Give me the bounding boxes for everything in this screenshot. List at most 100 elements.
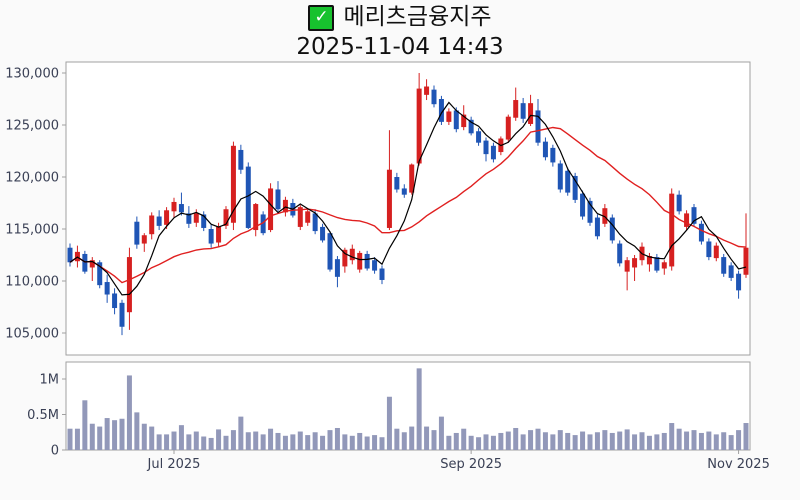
candle-body bbox=[141, 235, 147, 244]
candle-body bbox=[461, 114, 467, 128]
chart-datetime: 2025-11-04 14:43 bbox=[296, 34, 504, 60]
candle-body bbox=[691, 207, 697, 224]
candle-body bbox=[305, 211, 311, 223]
svg-text:115,000: 115,000 bbox=[5, 223, 59, 238]
candle-body bbox=[89, 260, 95, 268]
volume-bar bbox=[468, 435, 474, 450]
volume-bar bbox=[557, 430, 563, 450]
volume-bar bbox=[609, 432, 615, 450]
candle-body bbox=[542, 141, 548, 158]
candle-body bbox=[505, 116, 511, 140]
volume-bar bbox=[490, 435, 496, 450]
volume-bar bbox=[208, 437, 214, 450]
ma-short-line bbox=[69, 101, 747, 296]
candle-body bbox=[171, 201, 177, 212]
volume-bar bbox=[342, 434, 348, 450]
candle-body bbox=[706, 241, 712, 258]
svg-text:Sep 2025: Sep 2025 bbox=[440, 457, 502, 472]
svg-text:110,000: 110,000 bbox=[5, 275, 59, 290]
volume-bar bbox=[550, 434, 556, 450]
volume-bar bbox=[706, 431, 712, 450]
volume-bar bbox=[401, 432, 407, 450]
volume-bar bbox=[676, 428, 682, 450]
candle-body bbox=[721, 257, 727, 274]
volume-bar bbox=[624, 429, 630, 450]
volume-bar bbox=[669, 423, 675, 450]
candle-body bbox=[156, 216, 162, 226]
svg-text:105,000: 105,000 bbox=[5, 327, 59, 342]
candle-body bbox=[676, 194, 682, 212]
candle-body bbox=[565, 170, 571, 193]
candle-body bbox=[260, 214, 266, 234]
price-axis-labels: 130,000 125,000 120,000 115,000 110,000 105,0… bbox=[5, 67, 66, 342]
volume-bar bbox=[230, 430, 236, 450]
volume-bar bbox=[535, 428, 541, 450]
candle-body bbox=[394, 177, 400, 190]
volume-bar bbox=[386, 396, 392, 450]
volume-bar bbox=[171, 431, 177, 450]
volume-bar bbox=[260, 434, 266, 450]
volume-bar bbox=[126, 375, 132, 450]
volume-bar bbox=[334, 427, 340, 450]
candle-body bbox=[468, 119, 474, 134]
volume-bar bbox=[119, 418, 125, 450]
volume-bar bbox=[245, 432, 251, 450]
candle-body bbox=[238, 149, 244, 170]
candle-body bbox=[275, 189, 281, 210]
volume-bar bbox=[372, 435, 378, 450]
candle-body bbox=[216, 226, 222, 243]
candle-body bbox=[164, 210, 170, 225]
volume-bar bbox=[572, 435, 578, 450]
volume-bar bbox=[713, 434, 719, 450]
candle-body bbox=[490, 145, 496, 160]
volume-bar bbox=[320, 435, 326, 450]
volume-bar bbox=[357, 432, 363, 450]
candle-body bbox=[587, 200, 593, 223]
volume-bar bbox=[275, 432, 281, 450]
candle-body bbox=[97, 262, 103, 286]
volume-bar bbox=[520, 434, 526, 450]
candle-body bbox=[119, 302, 125, 327]
volume-bar bbox=[327, 430, 333, 450]
candles bbox=[67, 73, 749, 336]
candle-body bbox=[134, 221, 140, 245]
candle-body bbox=[438, 99, 444, 122]
svg-text:125,000: 125,000 bbox=[5, 119, 59, 134]
candle-body bbox=[528, 103, 534, 124]
volume-bar bbox=[282, 435, 288, 450]
volume-bar bbox=[528, 430, 534, 450]
candle-body bbox=[550, 147, 556, 163]
candle-body bbox=[342, 249, 348, 267]
candle-body bbox=[446, 111, 452, 122]
volume-bar bbox=[97, 426, 103, 450]
candle-body bbox=[334, 259, 340, 277]
volume-bar bbox=[505, 431, 511, 450]
candle-body bbox=[282, 199, 288, 213]
candle-body bbox=[82, 253, 88, 272]
volume-bar bbox=[661, 432, 667, 450]
candle-body bbox=[186, 213, 192, 224]
volume-bar bbox=[178, 425, 184, 450]
candle-body bbox=[297, 207, 303, 227]
volume-bar bbox=[736, 430, 742, 450]
svg-text:0.5M: 0.5M bbox=[27, 408, 59, 423]
candle-body bbox=[572, 175, 578, 200]
volume-bar bbox=[238, 416, 244, 450]
candle-body bbox=[104, 282, 110, 295]
candle-body bbox=[193, 213, 199, 223]
svg-text:1M: 1M bbox=[40, 373, 60, 388]
volume-bar bbox=[691, 430, 697, 450]
candle-body bbox=[654, 257, 660, 271]
volume-bar bbox=[602, 430, 608, 450]
volume-bar bbox=[587, 434, 593, 450]
volume-bar bbox=[193, 431, 199, 450]
volume-bar bbox=[498, 432, 504, 450]
svg-text:Jul 2025: Jul 2025 bbox=[147, 457, 201, 472]
candle-body bbox=[669, 193, 675, 267]
volume-bar bbox=[268, 428, 274, 450]
volume-bar bbox=[646, 435, 652, 450]
candle-body bbox=[557, 163, 563, 190]
volume-bar bbox=[632, 434, 638, 450]
candle-body bbox=[67, 247, 73, 263]
